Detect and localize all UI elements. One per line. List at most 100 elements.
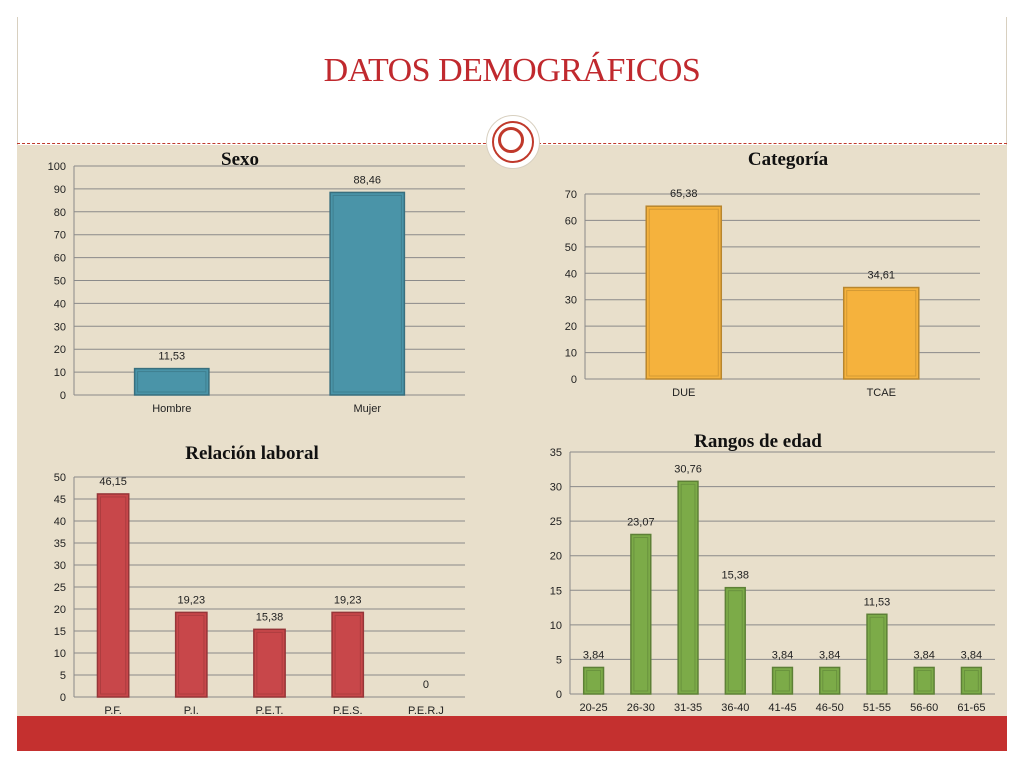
bar xyxy=(174,611,208,698)
data-label: 3,84 xyxy=(583,649,604,661)
x-tick-label: 20-25 xyxy=(580,702,608,714)
y-tick-label: 35 xyxy=(54,538,66,550)
bar-inner-border xyxy=(256,631,283,695)
x-tick-label: 51-55 xyxy=(863,702,891,714)
y-tick-label: 10 xyxy=(54,367,66,379)
bar xyxy=(960,666,983,695)
y-tick-label: 0 xyxy=(60,692,66,704)
bar xyxy=(842,286,920,380)
x-tick-label: 31-35 xyxy=(674,702,702,714)
data-label: 3,84 xyxy=(819,649,840,661)
y-tick-label: 20 xyxy=(54,604,66,616)
bar xyxy=(771,666,794,695)
bar-inner-border xyxy=(916,669,932,692)
data-label: 19,23 xyxy=(334,594,362,606)
data-label: 19,23 xyxy=(178,594,206,606)
y-tick-label: 5 xyxy=(60,670,66,682)
bar-inner-border xyxy=(648,208,719,377)
data-label: 11,53 xyxy=(158,351,185,363)
y-tick-label: 30 xyxy=(565,295,577,307)
bar xyxy=(133,367,210,396)
y-tick-label: 50 xyxy=(54,276,66,288)
data-label: 30,76 xyxy=(674,463,702,475)
bar xyxy=(677,480,699,695)
data-label: 0 xyxy=(423,679,429,691)
bar-inner-border xyxy=(137,371,207,393)
bar xyxy=(329,191,406,396)
x-tick-label: 41-45 xyxy=(768,702,796,714)
y-tick-label: 50 xyxy=(565,242,577,254)
bar xyxy=(253,628,286,698)
data-label: 3,84 xyxy=(913,649,934,661)
y-tick-label: 100 xyxy=(48,161,66,173)
y-tick-label: 10 xyxy=(54,648,66,660)
x-tick-label: 61-65 xyxy=(957,702,985,714)
data-label: 3,84 xyxy=(961,649,982,661)
bar xyxy=(331,611,365,698)
bar-inner-border xyxy=(869,616,885,692)
y-tick-label: 70 xyxy=(54,230,66,242)
y-tick-label: 20 xyxy=(550,551,562,563)
y-tick-label: 30 xyxy=(54,321,66,333)
bar xyxy=(96,493,130,698)
x-tick-label: 36-40 xyxy=(721,702,749,714)
x-tick-label: P.E.R.J xyxy=(408,705,444,717)
y-tick-label: 10 xyxy=(550,620,562,632)
bar xyxy=(645,205,723,380)
x-tick-label: P.I. xyxy=(184,705,199,717)
bar-inner-border xyxy=(633,536,649,692)
y-tick-label: 25 xyxy=(54,582,66,594)
y-tick-label: 0 xyxy=(60,390,66,402)
y-tick-label: 60 xyxy=(54,253,66,265)
y-tick-label: 0 xyxy=(571,374,577,386)
data-label: 23,07 xyxy=(627,516,655,528)
y-tick-label: 30 xyxy=(550,482,562,494)
bar xyxy=(913,666,935,695)
bar-inner-border xyxy=(963,669,979,692)
bar xyxy=(582,666,605,695)
data-label: 15,38 xyxy=(722,570,750,582)
y-tick-label: 15 xyxy=(550,585,562,597)
data-label: 46,15 xyxy=(99,476,127,488)
data-label: 88,46 xyxy=(353,174,381,186)
x-tick-label: Mujer xyxy=(353,403,381,415)
y-tick-label: 70 xyxy=(565,189,577,201)
bar-inner-border xyxy=(775,669,790,692)
bar-inner-border xyxy=(332,194,402,393)
x-tick-label: DUE xyxy=(672,387,695,399)
x-tick-label: 26-30 xyxy=(627,702,655,714)
bar xyxy=(630,533,652,695)
y-tick-label: 0 xyxy=(556,689,562,701)
data-label: 11,53 xyxy=(864,596,891,608)
bar-inner-border xyxy=(846,290,917,377)
chart-title: Relación laboral xyxy=(185,443,319,464)
chart-title: Sexo xyxy=(221,149,259,170)
chart-title: Categoría xyxy=(748,149,829,170)
bar-inner-border xyxy=(178,614,205,695)
bar xyxy=(819,666,841,695)
y-tick-label: 40 xyxy=(54,298,66,310)
y-tick-label: 15 xyxy=(54,626,66,638)
data-label: 15,38 xyxy=(256,611,284,623)
data-label: 3,84 xyxy=(772,649,793,661)
y-tick-label: 40 xyxy=(565,268,577,280)
x-tick-label: TCAE xyxy=(867,387,896,399)
y-tick-label: 5 xyxy=(556,654,562,666)
y-tick-label: 25 xyxy=(550,516,562,528)
y-tick-label: 30 xyxy=(54,560,66,572)
bar-inner-border xyxy=(99,496,127,695)
data-label: 34,61 xyxy=(867,270,895,282)
x-tick-label: 46-50 xyxy=(816,702,844,714)
x-tick-label: P.E.T. xyxy=(256,705,284,717)
bar-inner-border xyxy=(586,669,602,692)
bar-inner-border xyxy=(680,483,696,692)
y-tick-label: 50 xyxy=(54,472,66,484)
x-tick-label: Hombre xyxy=(152,403,191,415)
y-tick-label: 45 xyxy=(54,494,66,506)
bar xyxy=(724,586,746,695)
circle-emblem-icon xyxy=(486,115,540,169)
